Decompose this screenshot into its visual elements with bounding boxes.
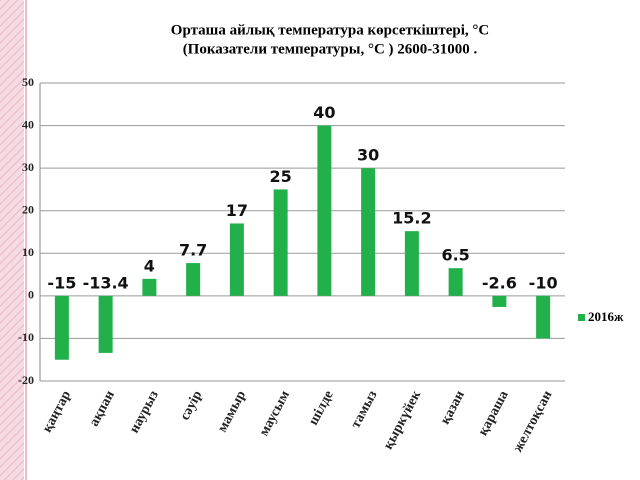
bar — [448, 268, 463, 296]
y-tick-label: 20 — [22, 202, 34, 216]
x-tick-label: наурыз — [127, 388, 162, 436]
data-label: 30 — [357, 146, 379, 165]
y-tick-label: 30 — [22, 160, 34, 174]
bar — [317, 125, 332, 296]
y-tick-label: 10 — [22, 245, 34, 259]
y-tick-label: 40 — [22, 117, 34, 131]
data-label: -13.4 — [83, 273, 129, 292]
x-tick-label: тамыз — [348, 388, 380, 431]
bar — [404, 231, 419, 296]
legend-swatch — [578, 314, 585, 321]
x-tick-label: мамыр — [215, 388, 249, 435]
y-tick-label: -20 — [18, 373, 34, 387]
x-tick-label: қаңтар — [40, 388, 74, 435]
bar — [361, 168, 376, 296]
bar — [492, 295, 507, 307]
decoration — [0, 0, 24, 480]
bar — [536, 295, 551, 339]
data-label: 4 — [144, 256, 155, 275]
x-tick-label: қараша — [476, 388, 512, 438]
chart-subtitle: (Показатели температуры, °C ) 2600-31000… — [183, 41, 478, 57]
data-label: -2.6 — [482, 273, 517, 292]
chart-title: Орташа айлық температура көрсеткіштері, … — [171, 22, 489, 38]
y-tick-label: -10 — [18, 330, 34, 344]
bar — [273, 189, 288, 296]
data-label: 7.7 — [179, 241, 207, 260]
y-tick-label: 0 — [28, 288, 34, 302]
bar — [186, 263, 201, 296]
data-label: 6.5 — [441, 246, 469, 265]
bar — [98, 295, 113, 353]
x-tick-label: қазан — [438, 388, 468, 427]
data-label: -10 — [529, 273, 558, 292]
x-tick-label: маусым — [257, 388, 293, 439]
bar — [229, 223, 244, 296]
y-tick-label: 50 — [22, 75, 34, 89]
x-tick-label: қыркүйек — [381, 388, 425, 453]
data-label: 17 — [226, 201, 248, 220]
data-label: 15.2 — [392, 209, 431, 228]
x-tick-label: желтоқсан — [511, 388, 556, 454]
data-label: 25 — [269, 167, 291, 186]
data-label: 40 — [313, 103, 335, 122]
x-tick-label: шілде — [306, 388, 337, 428]
bar — [54, 295, 69, 360]
bar — [142, 278, 157, 296]
x-tick-label: ақпан — [87, 388, 118, 429]
legend-label: 2016ж — [588, 309, 624, 324]
data-label: -15 — [47, 273, 76, 292]
x-tick-label: сәуір — [178, 388, 206, 423]
